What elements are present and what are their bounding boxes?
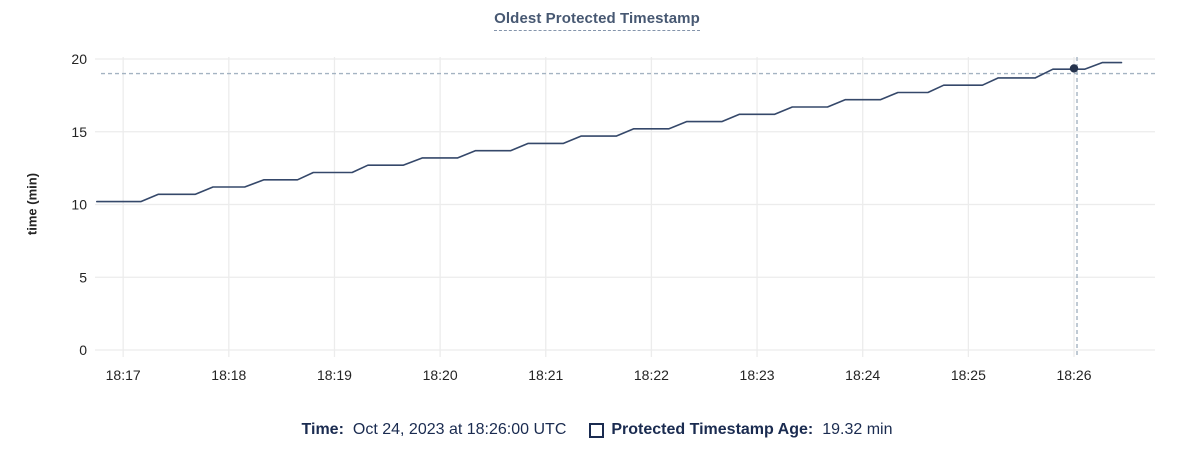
hover-data-point	[1069, 64, 1079, 73]
series-legend-group: Protected Timestamp Age: 19.32 min	[589, 421, 892, 439]
crosshair	[101, 57, 1155, 357]
x-tick-label: 18:25	[951, 367, 986, 383]
x-tick-label: 18:19	[317, 367, 352, 383]
chart-plot-area[interactable]: 0 5 10 15 20 18:17 18:18 18:19 18:20 18:21 18:22 18…	[0, 0, 1194, 400]
chart-title-row: Oldest Protected Timestamp	[0, 10, 1194, 31]
x-tick-label: 18:20	[423, 367, 458, 383]
hover-time-label: Time:	[301, 421, 344, 438]
y-tick-label: 10	[71, 197, 87, 213]
series-legend-value: 19.32 min	[822, 421, 893, 438]
x-tick-label: 18:24	[845, 367, 880, 383]
x-tick-label: 18:23	[740, 367, 775, 383]
series-line	[96, 61, 1123, 203]
x-tick-label: 18:21	[528, 367, 563, 383]
x-tick-label: 18:26	[1056, 367, 1091, 383]
y-tick-label: 20	[71, 51, 87, 67]
y-tick-label: 5	[79, 269, 87, 285]
y-tick-label: 0	[79, 342, 87, 358]
gridlines	[95, 57, 1155, 357]
axis-labels: 0 5 10 15 20 18:17 18:18 18:19 18:20 18:21 18:22 18…	[71, 51, 1091, 383]
x-tick-label: 18:22	[634, 367, 669, 383]
hover-time-value: Oct 24, 2023 at 18:26:00 UTC	[352, 421, 567, 438]
hover-time-group: Time: Oct 24, 2023 at 18:26:00 UTC	[302, 421, 567, 439]
series-legend-label: Protected Timestamp Age:	[611, 421, 814, 438]
x-tick-label: 18:17	[106, 367, 141, 383]
x-tick-label: 18:18	[211, 367, 246, 383]
chart-title[interactable]: Oldest Protected Timestamp	[494, 10, 700, 31]
y-tick-label: 15	[71, 124, 87, 140]
hover-legend: Time: Oct 24, 2023 at 18:26:00 UTC Prote…	[0, 421, 1194, 439]
series-toggle-checkbox[interactable]	[589, 422, 605, 438]
